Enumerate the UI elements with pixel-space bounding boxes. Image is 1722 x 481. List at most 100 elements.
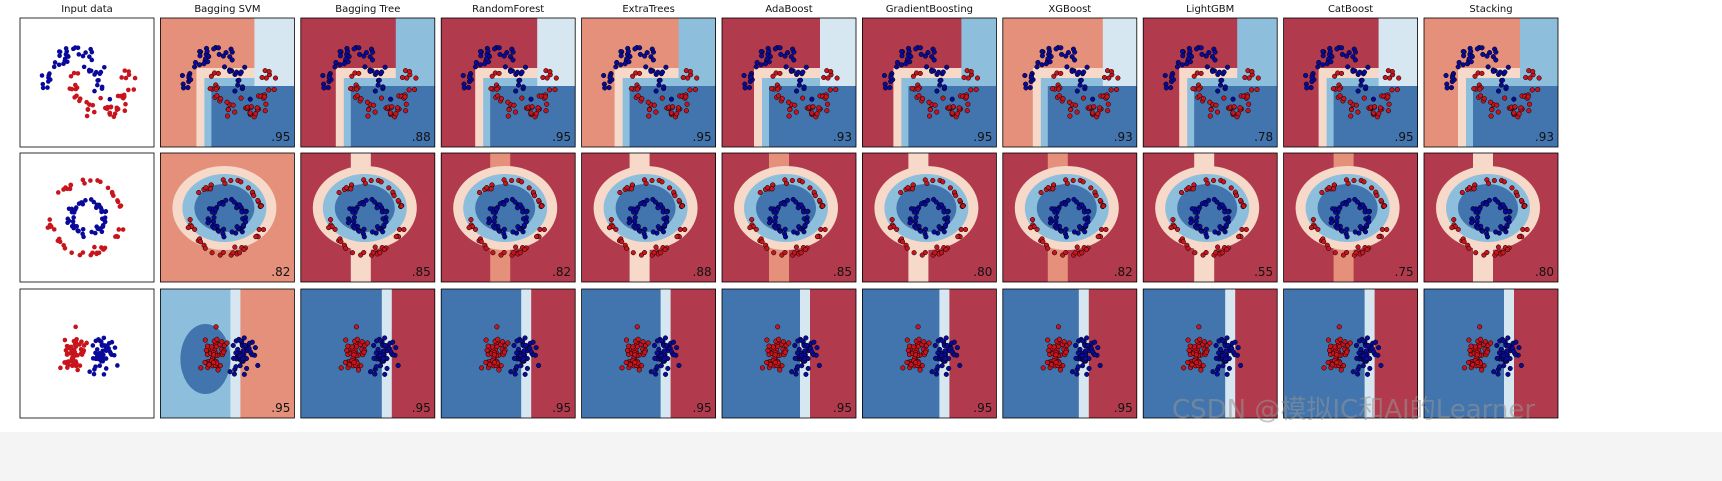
region <box>1424 289 1504 418</box>
sample-point <box>805 365 811 371</box>
sample-point <box>1466 245 1472 251</box>
sample-point <box>511 342 517 348</box>
sample-point <box>777 228 783 234</box>
decision-surface <box>1424 153 1558 282</box>
sample-point <box>1501 363 1507 369</box>
sample-point <box>74 337 79 342</box>
sample-point <box>98 95 103 101</box>
sample-point <box>803 335 809 341</box>
sample-point <box>351 352 357 358</box>
sample-point <box>940 179 946 185</box>
sample-point <box>1484 249 1490 256</box>
sample-point <box>935 364 941 370</box>
panel-frame <box>1002 152 1138 283</box>
sample-point <box>626 343 632 349</box>
sample-point <box>820 203 826 209</box>
sample-point <box>1493 229 1499 235</box>
sample-point <box>911 250 917 256</box>
sample-point <box>661 356 667 362</box>
sample-point <box>344 347 350 353</box>
sample-point <box>1175 59 1181 66</box>
sample-point <box>354 86 360 92</box>
sample-point <box>119 75 124 80</box>
sample-point <box>954 111 961 117</box>
sample-point <box>645 340 651 346</box>
sample-point <box>502 234 508 240</box>
sample-point <box>102 64 107 70</box>
sample-point <box>349 73 355 79</box>
sample-point <box>917 70 923 76</box>
sample-point <box>80 201 86 207</box>
sample-point <box>92 88 97 94</box>
sample-point <box>510 229 516 235</box>
sample-point <box>1347 340 1353 346</box>
sample-point <box>45 225 51 230</box>
sample-point <box>1223 356 1229 362</box>
sample-point <box>71 215 76 220</box>
sample-point <box>96 250 102 256</box>
sample-point <box>1063 249 1069 256</box>
sample-point <box>358 96 364 102</box>
sample-point <box>1192 250 1198 256</box>
sample-point <box>947 185 953 191</box>
sample-point <box>62 56 68 62</box>
sample-point <box>1363 356 1369 362</box>
sample-point <box>770 344 776 350</box>
sample-point <box>1084 371 1090 377</box>
sample-point <box>775 324 781 330</box>
sample-point <box>913 46 919 52</box>
sample-point <box>1185 56 1191 62</box>
sample-point <box>112 111 118 117</box>
sample-point <box>1034 226 1040 232</box>
sample-point <box>680 74 686 81</box>
sample-point <box>1217 82 1224 88</box>
sample-point <box>1505 246 1511 253</box>
sample-point <box>1233 193 1240 199</box>
sample-point <box>390 339 396 345</box>
sample-point <box>502 64 508 70</box>
sample-point <box>913 225 919 231</box>
sample-point <box>1320 48 1326 55</box>
sample-point <box>1328 220 1334 226</box>
sample-point <box>472 226 479 232</box>
sample-point <box>84 113 90 119</box>
sample-point <box>786 99 792 105</box>
sample-point <box>262 94 268 100</box>
sample-point <box>925 50 931 56</box>
sample-point <box>676 197 682 204</box>
sample-point <box>1169 75 1175 81</box>
sample-point <box>326 75 332 81</box>
sample-point <box>1074 371 1080 377</box>
sample-point <box>1493 57 1499 63</box>
sample-point <box>230 342 236 348</box>
region <box>537 18 576 86</box>
sample-point <box>510 49 516 55</box>
sample-point <box>1254 86 1260 93</box>
sample-point <box>255 197 261 204</box>
panel-frame <box>721 288 857 419</box>
sample-point <box>804 342 810 348</box>
sample-point <box>920 96 926 102</box>
sample-point <box>359 339 365 345</box>
panel-frame <box>721 152 857 283</box>
column-title: AdaBoost <box>765 4 812 15</box>
sample-point <box>913 352 919 358</box>
sample-point <box>1056 336 1062 342</box>
sample-point <box>1332 344 1338 350</box>
sample-point <box>1053 352 1059 358</box>
sample-point <box>949 110 955 116</box>
sample-point <box>1352 57 1358 63</box>
sample-point <box>1249 68 1255 75</box>
sample-point <box>1488 340 1494 346</box>
sample-point <box>218 96 224 102</box>
sample-point <box>70 352 76 358</box>
sample-point <box>511 355 517 361</box>
sample-point <box>1316 59 1322 66</box>
sample-point <box>1501 338 1507 344</box>
sample-point <box>84 99 89 105</box>
sample-point <box>93 364 98 370</box>
sample-point <box>522 246 528 253</box>
sample-point <box>1344 349 1350 355</box>
panel-frame <box>300 152 436 283</box>
sample-point <box>388 349 394 355</box>
